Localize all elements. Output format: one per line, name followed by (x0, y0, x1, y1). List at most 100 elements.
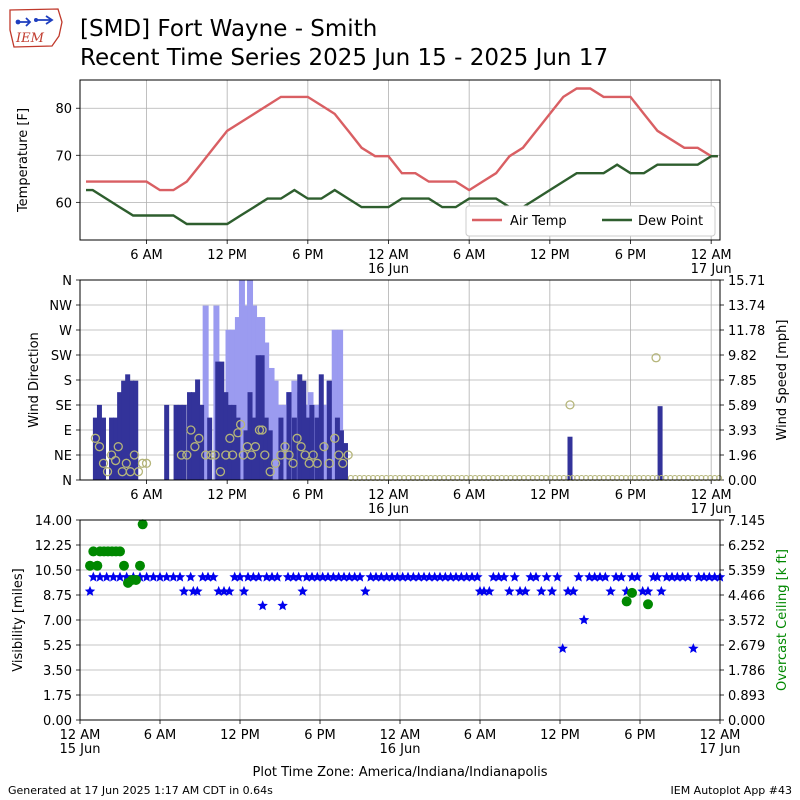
visibility-star (229, 571, 240, 582)
wind-direction-marker (129, 450, 140, 460)
wind-speed-bar (259, 355, 265, 480)
visibility-star (484, 585, 495, 596)
wind-speed-bar (199, 404, 205, 480)
direction-tick-label: SW (51, 349, 72, 364)
visibility-star (693, 571, 704, 582)
visibility-star (101, 571, 112, 582)
wind-direction-marker (338, 458, 348, 468)
visibility-star (472, 571, 483, 582)
visibility-star (466, 571, 478, 582)
wind-speed-bar (235, 417, 241, 480)
visibility-star (568, 585, 579, 596)
ceiling-dot (627, 587, 637, 598)
legend-frame (465, 205, 716, 237)
wind-direction-marker (235, 419, 246, 430)
wind-direction-marker (260, 450, 270, 460)
ceiling-tick-label: 6.252 (728, 539, 765, 554)
wind-speed-bar (231, 404, 237, 480)
ceiling-tick-label: 0.000 (728, 714, 765, 729)
direction-tick-label: SE (56, 399, 72, 414)
visibility-tick-label: 7.00 (43, 614, 72, 629)
visibility-star (349, 571, 360, 582)
wind-speed-bar (113, 417, 119, 480)
visibility-star (288, 571, 299, 582)
wind-direction-marker (206, 450, 216, 460)
visibility-star (557, 643, 568, 653)
visibility-star (338, 571, 350, 582)
visibility-star (238, 585, 250, 596)
ceiling-dot (135, 560, 145, 571)
ceiling-dot (119, 560, 129, 571)
visibility-star (282, 571, 294, 582)
logo-text: IEM (15, 31, 45, 46)
x-tick-label: 12 AM (60, 728, 101, 743)
x-tick-label: 12 PM (530, 488, 570, 503)
x-tick-label: 12 AM (380, 728, 421, 743)
wind-speed-bar (215, 361, 221, 480)
wind-direction-marker (312, 458, 322, 468)
wind-direction-marker (141, 458, 152, 468)
direction-tick-label: NE (54, 449, 72, 464)
visibility-star (498, 571, 510, 582)
visibility-star (234, 571, 246, 582)
visibility-star (413, 571, 424, 582)
wind-speed-bar (297, 374, 303, 480)
visibility-star (573, 571, 584, 582)
direction-tick-label: W (59, 324, 72, 339)
visibility-star (552, 571, 563, 582)
visibility-star (202, 571, 214, 582)
x-tick-label: 12 AM (700, 728, 741, 743)
ceiling-dot (115, 546, 125, 557)
visibility-star (541, 571, 552, 582)
x-tick-label: 6 PM (615, 488, 646, 503)
x-tick-label: 15 Jun (60, 742, 101, 757)
wind-direction-marker (257, 425, 267, 435)
speed-tick-label: 5.89 (728, 399, 757, 414)
chart-title-station: [SMD] Fort Wayne - Smith (80, 16, 378, 42)
wind-axes-frame (79, 279, 721, 481)
visibility-star (272, 571, 283, 582)
wind-direction-marker (288, 458, 298, 468)
wind-speed-bar (219, 361, 225, 480)
visibility-star (504, 585, 515, 596)
x-tick-label: 12 AM (691, 248, 732, 263)
visibility-star (161, 571, 172, 582)
visibility-star (418, 571, 430, 582)
visibility-star (520, 585, 531, 596)
wind-direction-marker (221, 450, 231, 460)
visibility-star (392, 571, 403, 582)
x-tick-label: 17 Jun (691, 262, 732, 277)
legend-air-temp-label: Air Temp (510, 214, 567, 229)
direction-tick-label: E (64, 424, 72, 439)
visibility-star (666, 571, 678, 582)
x-tick-label: 6 PM (292, 488, 323, 503)
visibility-star (376, 571, 387, 582)
visibility-star (562, 585, 574, 596)
wind-direction-marker (186, 425, 196, 435)
x-tick-label: 6 PM (304, 728, 335, 743)
wind-direction-marker (343, 450, 353, 460)
wind-direction-marker (215, 467, 226, 477)
x-tick-label: 12 PM (220, 728, 260, 743)
wind-direction-marker (113, 442, 123, 452)
wind-speed-bar (121, 380, 127, 480)
footer-generated: Generated at 17 Jun 2025 1:17 AM CDT in … (8, 784, 273, 797)
wind-direction-marker (133, 467, 144, 477)
wind-speed-bar (117, 392, 123, 480)
wind-direction-marker (308, 450, 318, 460)
visibility-star (370, 571, 382, 582)
wind-direction-marker (227, 450, 238, 460)
visibility-star (218, 585, 230, 596)
visibility-star (108, 571, 119, 582)
speed-tick-label: 13.74 (728, 299, 765, 314)
visibility-tick-label: 0.00 (43, 714, 72, 729)
ceiling-tick-label: 3.572 (728, 614, 765, 629)
wind-direction-marker (210, 450, 220, 460)
visibility-tick-label: 1.75 (43, 689, 72, 704)
visibility-star (333, 571, 344, 582)
legend-dew-point-label: Dew Point (638, 214, 703, 229)
visibility-star (626, 571, 638, 582)
temperature-legend: Air Temp Dew Point (465, 205, 716, 237)
visibility-star (408, 571, 419, 582)
